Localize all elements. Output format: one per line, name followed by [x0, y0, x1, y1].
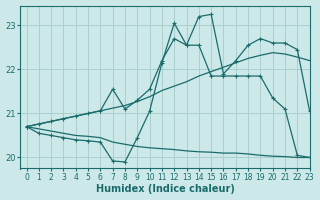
X-axis label: Humidex (Indice chaleur): Humidex (Indice chaleur): [96, 184, 235, 194]
